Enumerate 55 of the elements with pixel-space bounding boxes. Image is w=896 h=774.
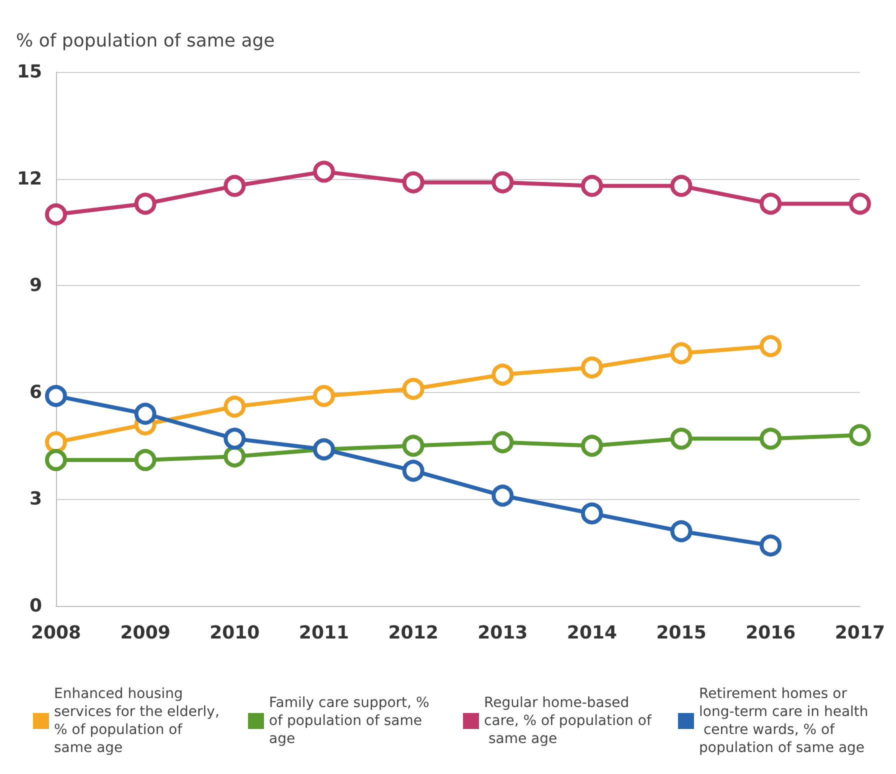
x-tick-label: 2012 [388, 622, 438, 644]
y-tick-label: 0 [29, 596, 42, 616]
point [45, 431, 67, 454]
x-tick-label: 2017 [834, 622, 886, 644]
point [224, 396, 246, 418]
point [402, 460, 424, 482]
legend-label: Family care support, % of population of same age [269, 695, 434, 747]
legend-label: Regular home-based care, % of population of same age [484, 695, 652, 747]
point [313, 160, 335, 183]
point [670, 342, 692, 364]
point [760, 335, 782, 358]
point [760, 534, 782, 556]
point [134, 402, 156, 425]
point [224, 428, 246, 450]
point [580, 434, 603, 457]
point [134, 449, 156, 472]
point [848, 192, 871, 215]
x-tick-label: 2011 [298, 622, 350, 644]
point [580, 174, 603, 197]
point [760, 428, 782, 450]
point [492, 431, 514, 454]
point [492, 484, 514, 507]
x-tick-label: 2016 [746, 622, 796, 644]
y-tick-label: 15 [16, 62, 42, 82]
y-tick-label: 3 [29, 488, 42, 510]
point [492, 171, 514, 194]
x-tick-label: 2013 [478, 622, 528, 644]
x-tick-label: 2015 [656, 622, 706, 644]
point [45, 203, 67, 226]
point [848, 424, 871, 446]
point [45, 449, 67, 472]
x-tick-label: 2010 [210, 622, 260, 644]
y-tick-label: 9 [29, 275, 42, 296]
point [313, 384, 335, 407]
point [492, 364, 514, 386]
point [670, 520, 692, 542]
y-tick-label: 12 [16, 168, 42, 190]
point [670, 174, 692, 197]
legend-label: Retirement homes or long-term care in health centre wards, % of population of same age [699, 686, 868, 756]
point [45, 384, 67, 407]
point [760, 192, 782, 215]
point [402, 434, 424, 457]
point [580, 356, 603, 378]
point [580, 502, 603, 524]
x-tick-label: 2014 [566, 622, 618, 644]
point [134, 192, 156, 215]
point [670, 428, 692, 450]
x-tick-label: 2009 [120, 622, 170, 644]
point [402, 171, 424, 194]
point [402, 378, 424, 400]
point [224, 174, 246, 197]
y-axis-title: % of population of same age [16, 30, 275, 52]
x-tick-label: 2008 [30, 622, 82, 644]
legend-label: Enhanced housing services for the elderly, % of population of same age [54, 686, 224, 756]
y-tick-label: 6 [29, 382, 42, 403]
